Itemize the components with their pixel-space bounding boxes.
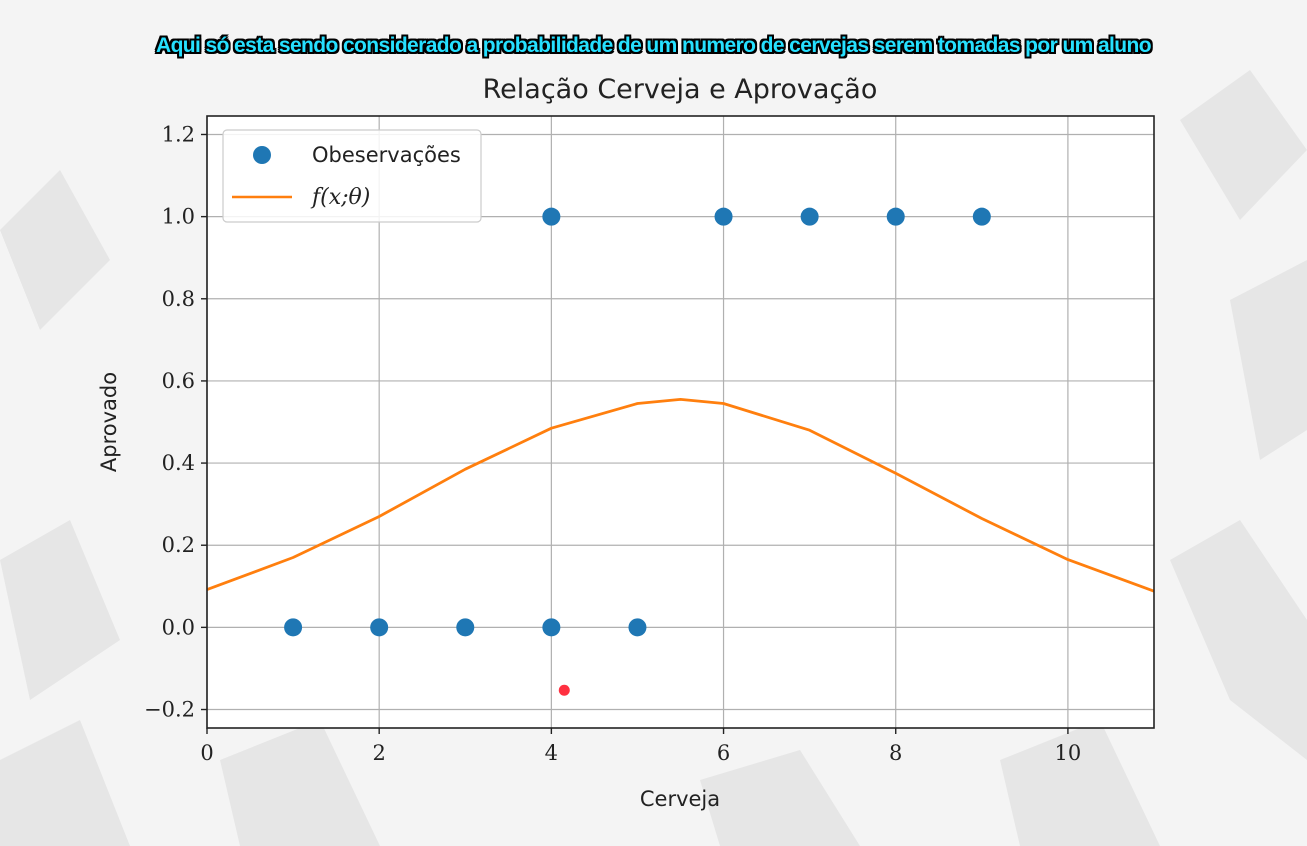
legend-box xyxy=(222,129,482,223)
x-tick-label: 10 xyxy=(1055,741,1082,765)
y-tick-label: 0.0 xyxy=(162,615,195,639)
observation-point xyxy=(370,618,389,637)
observation-point xyxy=(542,207,561,226)
series-line xyxy=(206,398,1155,593)
x-tick-label: 2 xyxy=(372,741,385,765)
plot-frame xyxy=(206,115,1155,729)
y-tick-label: −0.2 xyxy=(144,698,195,722)
observation-point xyxy=(886,207,905,226)
y-tick-label: 1.2 xyxy=(162,122,195,146)
observation-point xyxy=(800,207,819,226)
x-tick-label: 8 xyxy=(889,741,902,765)
series-scatter xyxy=(284,207,991,637)
x-ticks: 0 2 4 6 8 10 xyxy=(200,728,1081,765)
video-caption: Aqui só esta sendo considerado a probabi… xyxy=(156,34,1152,57)
observation-point xyxy=(972,207,991,226)
observation-point xyxy=(456,618,475,637)
y-tick-label: 0.2 xyxy=(162,533,195,557)
y-tick-label: 1.0 xyxy=(162,205,195,229)
chart-title: Relação Cerveja e Aprovação xyxy=(483,74,878,105)
annotations xyxy=(558,684,570,696)
legend-label-model: f(x;θ) xyxy=(310,185,370,210)
x-tick-label: 6 xyxy=(717,741,730,765)
model-curve xyxy=(206,398,1155,593)
y-tick-label: 0.8 xyxy=(162,287,195,311)
observation-point xyxy=(628,618,647,637)
legend-marker-observations xyxy=(253,146,271,164)
y-ticks: −0.2 0.0 0.2 0.4 0.6 0.8 1.0 1.2 xyxy=(144,122,207,722)
legend: Obeservações f(x;θ) xyxy=(222,129,482,223)
observation-point xyxy=(714,207,733,226)
y-axis-label: Aprovado xyxy=(97,372,121,472)
y-tick-label: 0.6 xyxy=(162,369,195,393)
cursor-marker xyxy=(558,684,570,696)
y-tick-label: 0.4 xyxy=(162,451,195,475)
x-axis-label: Cerveja xyxy=(640,787,720,811)
x-tick-label: 4 xyxy=(545,741,558,765)
legend-label-observations: Obeservações xyxy=(312,143,461,167)
x-tick-label: 0 xyxy=(200,741,213,765)
observation-point xyxy=(284,618,303,637)
observation-point xyxy=(542,618,561,637)
